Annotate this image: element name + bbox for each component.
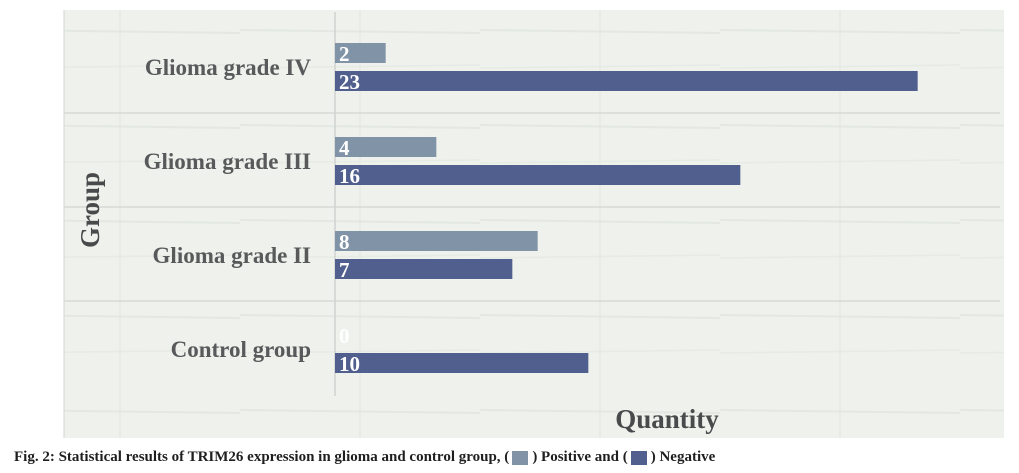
bar-chart: 2 23 4 16 8 7 0 10 Glioma grade IV Glioma grade … bbox=[63, 10, 1004, 438]
caption-negative: ) Negative bbox=[650, 449, 716, 465]
data-label: 10 bbox=[339, 352, 360, 376]
data-label: 8 bbox=[339, 230, 350, 254]
data-label: 2 bbox=[339, 42, 350, 66]
caption-positive: ) Positive and ( bbox=[532, 449, 628, 465]
data-label: 0 bbox=[339, 324, 350, 348]
positive-legend-swatch bbox=[512, 450, 529, 465]
bar-positive bbox=[335, 137, 437, 157]
data-label: 4 bbox=[339, 136, 350, 160]
x-axis-title: Quantity bbox=[615, 404, 719, 434]
category-label: Control group bbox=[171, 337, 311, 362]
negative-legend-swatch bbox=[630, 450, 647, 465]
bar-negative bbox=[335, 71, 918, 91]
category-label: Glioma grade IV bbox=[145, 55, 311, 80]
bar-positive bbox=[335, 231, 538, 251]
bar-negative bbox=[335, 353, 589, 373]
bar-negative bbox=[335, 259, 513, 279]
y-axis-title: Group bbox=[75, 172, 105, 248]
bar-positive bbox=[335, 43, 386, 63]
category-label: Glioma grade II bbox=[153, 243, 311, 268]
data-label: 16 bbox=[339, 164, 360, 188]
category-label: Glioma grade III bbox=[144, 149, 311, 174]
caption-prefix: Fig. 2: Statistical results of TRIM26 ex… bbox=[14, 449, 510, 465]
data-label: 23 bbox=[339, 70, 360, 94]
figure-caption: Fig. 2: Statistical results of TRIM26 ex… bbox=[14, 449, 1004, 466]
bar-negative bbox=[335, 165, 741, 185]
data-label: 7 bbox=[339, 258, 350, 282]
